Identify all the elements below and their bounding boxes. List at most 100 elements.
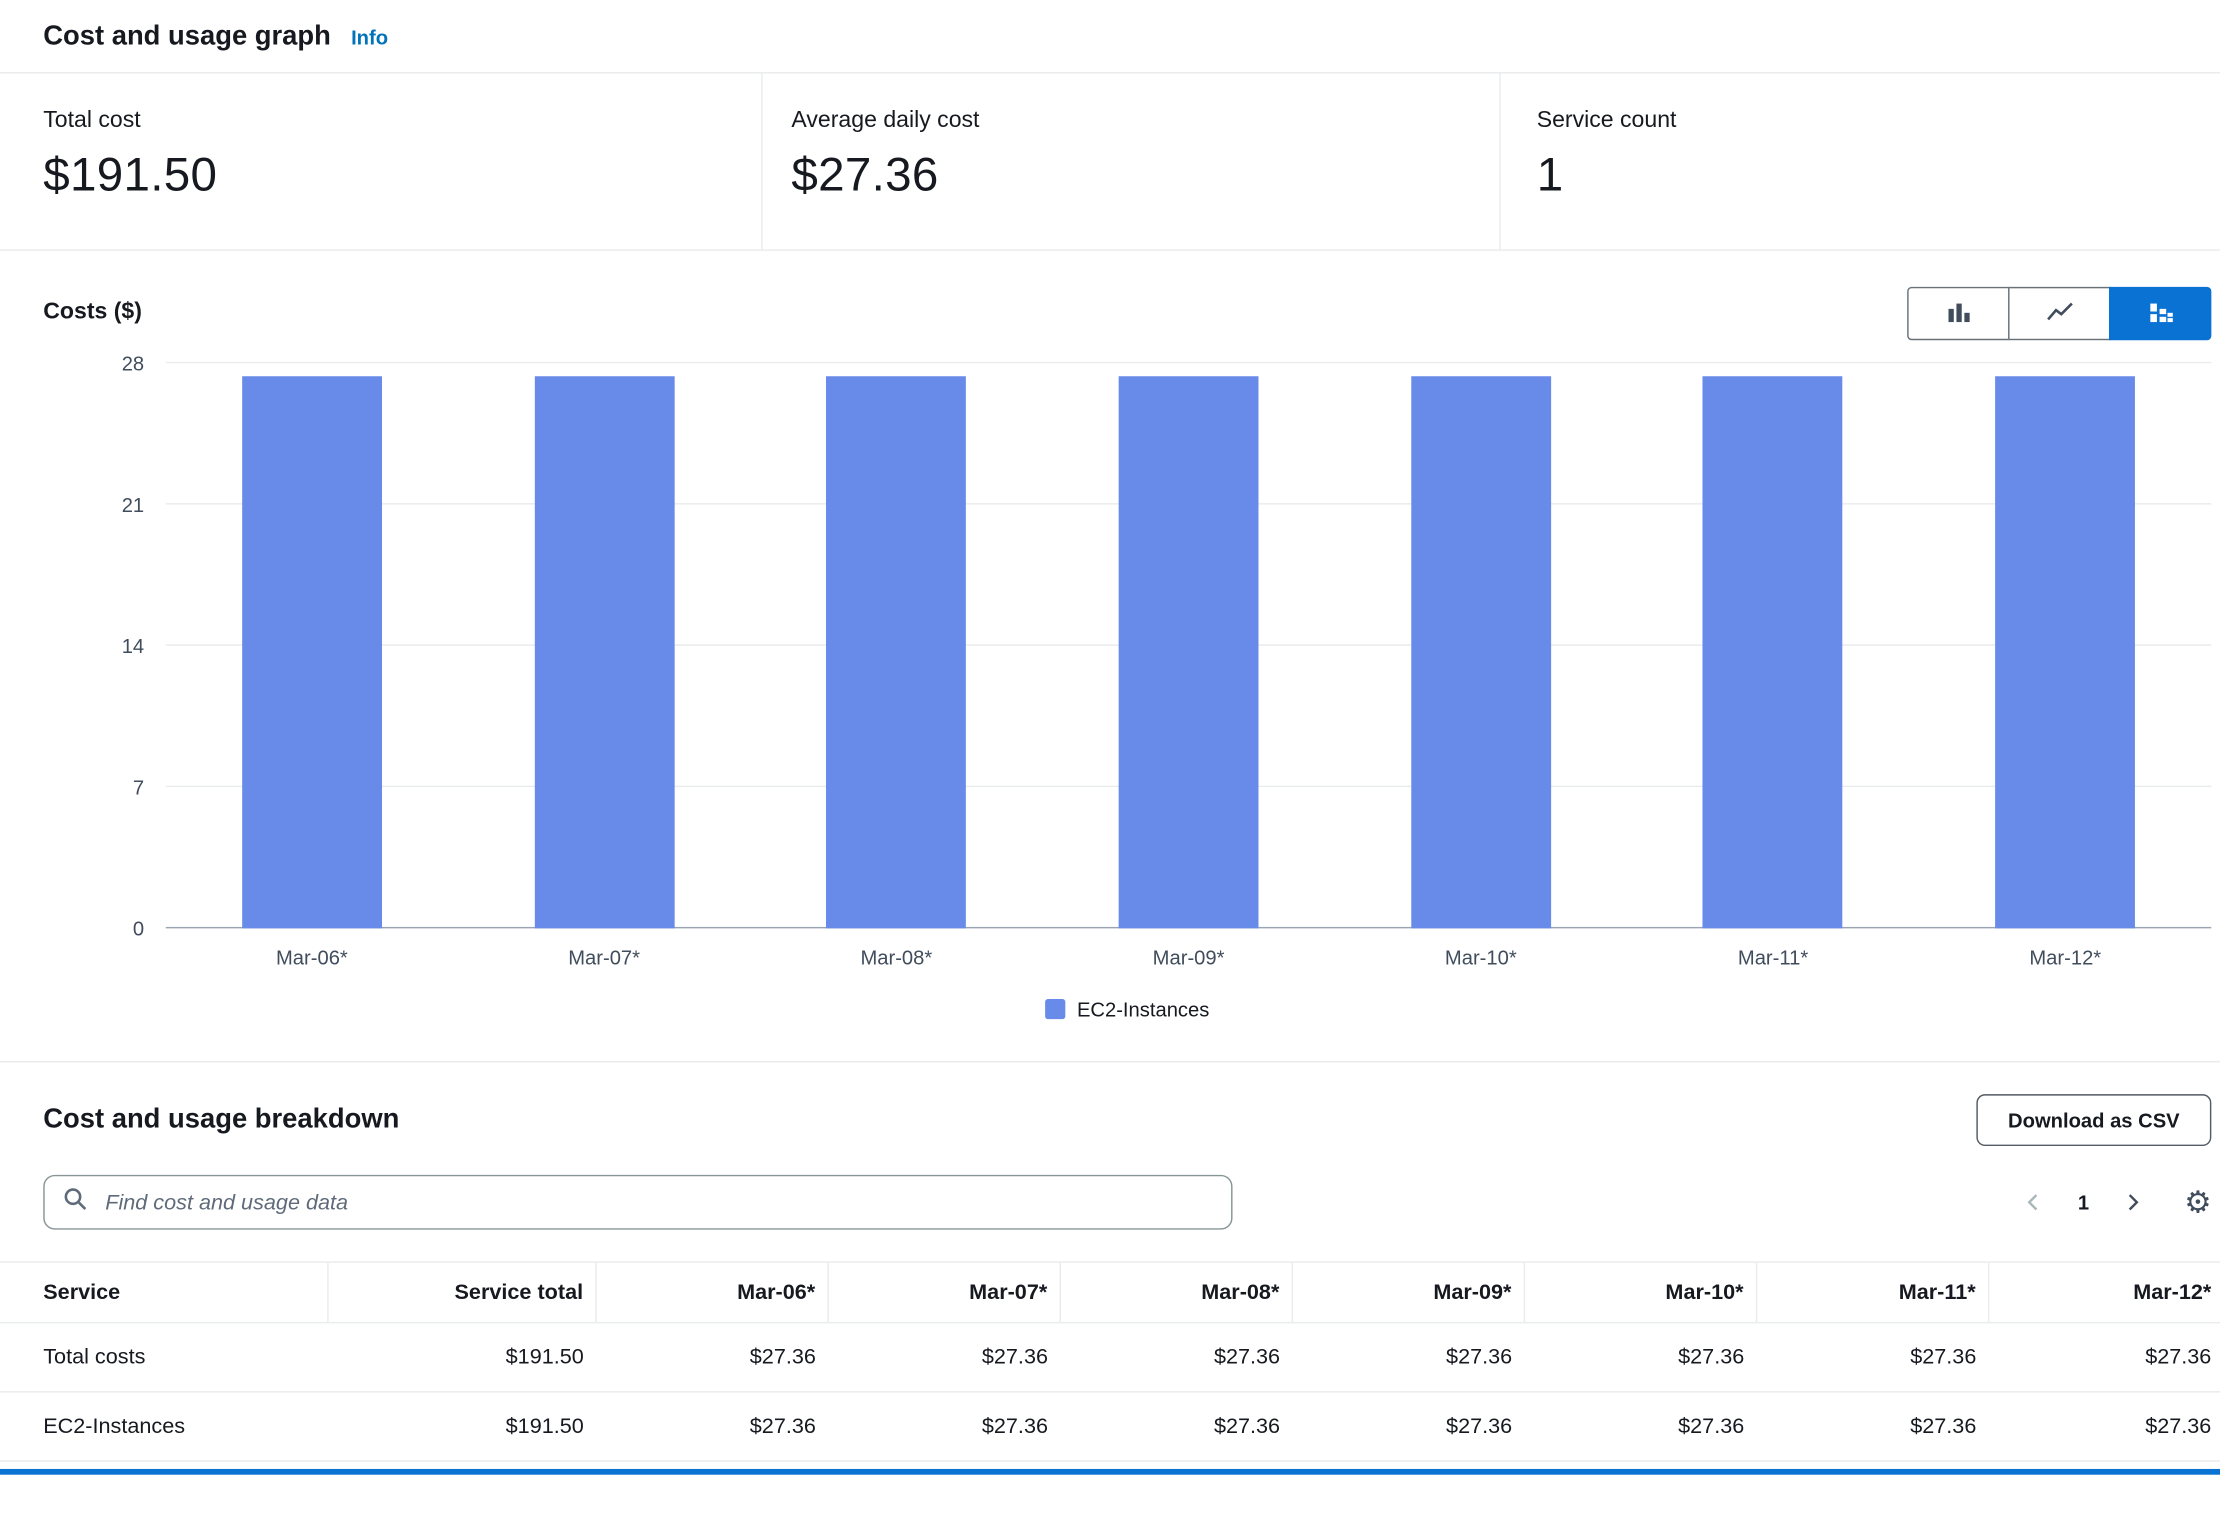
breakdown-title: Cost and usage breakdown	[43, 1104, 399, 1136]
value-cell: $27.36	[1524, 1323, 1756, 1392]
y-axis-tick: 21	[122, 494, 144, 514]
column-header: Mar-09*	[1292, 1262, 1524, 1323]
legend-label: EC2-Instances	[1077, 998, 1209, 1021]
service-cell: EC2-Instances	[0, 1392, 327, 1461]
y-axis-labels: 07142128	[43, 363, 144, 928]
bar-slot	[1042, 363, 1334, 928]
chart-legend: EC2-Instances	[43, 998, 2211, 1021]
chart-type-toggle	[1907, 286, 2211, 339]
bar-slot	[1335, 363, 1627, 928]
y-axis-tick: 28	[122, 353, 144, 373]
column-header: Mar-07*	[827, 1262, 1059, 1323]
bars-row	[166, 363, 2212, 928]
metric-value: $191.50	[43, 143, 761, 206]
table-horizontal-scrollbar[interactable]	[0, 1469, 2220, 1475]
line-chart-toggle-button[interactable]	[2008, 286, 2110, 339]
metric-service-count: Service count 1	[1499, 74, 2220, 250]
legend-swatch	[1045, 999, 1065, 1019]
plot-area	[166, 363, 2212, 928]
bar-chart-toggle-button[interactable]	[1907, 286, 2009, 339]
column-header: Mar-06*	[595, 1262, 827, 1323]
value-cell: $27.36	[1524, 1392, 1756, 1461]
table-body: Total costs$191.50$27.36$27.36$27.36$27.…	[0, 1323, 2220, 1461]
page-title: Cost and usage graph	[43, 22, 331, 54]
y-axis-tick: 0	[133, 918, 144, 938]
metric-label: Service count	[1537, 105, 2220, 137]
service-cell: Total costs	[0, 1323, 327, 1392]
metric-value: 1	[1537, 143, 2220, 206]
cost-explorer-page: Cost and usage graph Info Total cost $19…	[0, 0, 2220, 1527]
table-header-row: ServiceService totalMar-06*Mar-07*Mar-08…	[0, 1262, 2220, 1323]
x-axis-labels: Mar-06*Mar-07*Mar-08*Mar-09*Mar-10*Mar-1…	[166, 946, 2212, 969]
pagination: 1 ⚙	[2020, 1187, 2211, 1217]
x-axis-label: Mar-06*	[166, 946, 458, 969]
table-row: Total costs$191.50$27.36$27.36$27.36$27.…	[0, 1323, 2220, 1392]
column-header: Service	[0, 1262, 327, 1323]
bar-slot	[1627, 363, 1919, 928]
bar-slot	[458, 363, 750, 928]
x-axis-label: Mar-07*	[458, 946, 750, 969]
bar-chart: 07142128	[43, 363, 2211, 928]
metrics-strip: Total cost $191.50 Average daily cost $2…	[0, 74, 2220, 251]
value-cell: $27.36	[827, 1392, 1059, 1461]
metric-label: Total cost	[43, 105, 761, 137]
column-header: Mar-10*	[1524, 1262, 1756, 1323]
metric-average-daily-cost: Average daily cost $27.36	[761, 74, 1499, 250]
breakdown-header: Cost and usage breakdown Download as CSV	[0, 1062, 2220, 1146]
chart-section: Costs ($)	[0, 251, 2220, 1063]
value-cell: $27.36	[1988, 1392, 2220, 1461]
x-axis-label: Mar-12*	[1919, 946, 2211, 969]
next-page-button[interactable]	[2118, 1188, 2147, 1217]
value-cell: $27.36	[1756, 1323, 1988, 1392]
stacked-bar-chart-toggle-button[interactable]	[2109, 286, 2211, 339]
value-cell: $27.36	[1060, 1323, 1292, 1392]
value-cell: $27.36	[1292, 1392, 1524, 1461]
value-cell: $27.36	[827, 1323, 1059, 1392]
value-cell: $27.36	[1756, 1392, 1988, 1461]
bar-slot	[166, 363, 458, 928]
x-axis-label: Mar-08*	[750, 946, 1042, 969]
bar-Mar-10[interactable]	[1411, 376, 1551, 928]
bar-Mar-06[interactable]	[242, 376, 382, 928]
value-cell: $27.36	[1292, 1323, 1524, 1392]
x-axis-label: Mar-11*	[1627, 946, 1919, 969]
bar-Mar-12[interactable]	[1995, 376, 2135, 928]
metric-label: Average daily cost	[791, 105, 1499, 137]
download-csv-button[interactable]: Download as CSV	[1976, 1094, 2211, 1146]
legend-item-ec2-instances[interactable]: EC2-Instances	[1045, 998, 1209, 1021]
y-axis-tick: 14	[122, 636, 144, 656]
value-cell: $27.36	[1060, 1392, 1292, 1461]
bar-Mar-08[interactable]	[826, 376, 966, 928]
value-cell: $191.50	[327, 1392, 595, 1461]
column-header: Mar-11*	[1756, 1262, 1988, 1323]
line-chart-icon	[2043, 297, 2075, 329]
search-input[interactable]	[43, 1175, 1232, 1230]
bar-slot	[750, 363, 1042, 928]
breakdown-toolbar: 1 ⚙	[0, 1146, 2220, 1230]
value-cell: $191.50	[327, 1323, 595, 1392]
value-cell: $27.36	[595, 1323, 827, 1392]
metric-total-cost: Total cost $191.50	[0, 74, 761, 250]
value-cell: $27.36	[1988, 1323, 2220, 1392]
chart-header: Costs ($)	[43, 285, 2211, 340]
bar-slot	[1919, 363, 2211, 928]
x-axis-label: Mar-09*	[1042, 946, 1334, 969]
bar-Mar-09[interactable]	[1119, 376, 1259, 928]
settings-gear-icon[interactable]: ⚙	[2184, 1187, 2211, 1217]
info-link[interactable]: Info	[351, 26, 388, 49]
x-axis-label: Mar-10*	[1335, 946, 1627, 969]
breakdown-section: Cost and usage breakdown Download as CSV…	[0, 1062, 2220, 1474]
search-icon	[62, 1186, 88, 1219]
breakdown-table: ServiceService totalMar-06*Mar-07*Mar-08…	[0, 1261, 2220, 1461]
bar-Mar-07[interactable]	[534, 376, 674, 928]
bar-Mar-11[interactable]	[1703, 376, 1843, 928]
column-header: Mar-08*	[1060, 1262, 1292, 1323]
stacked-bar-chart-icon	[2144, 297, 2176, 329]
metric-value: $27.36	[791, 143, 1499, 206]
column-header: Mar-12*	[1988, 1262, 2220, 1323]
search-box	[43, 1175, 1232, 1230]
current-page-number[interactable]: 1	[2078, 1191, 2089, 1214]
column-header: Service total	[327, 1262, 595, 1323]
previous-page-button[interactable]	[2020, 1188, 2049, 1217]
page-header: Cost and usage graph Info	[0, 0, 2220, 74]
